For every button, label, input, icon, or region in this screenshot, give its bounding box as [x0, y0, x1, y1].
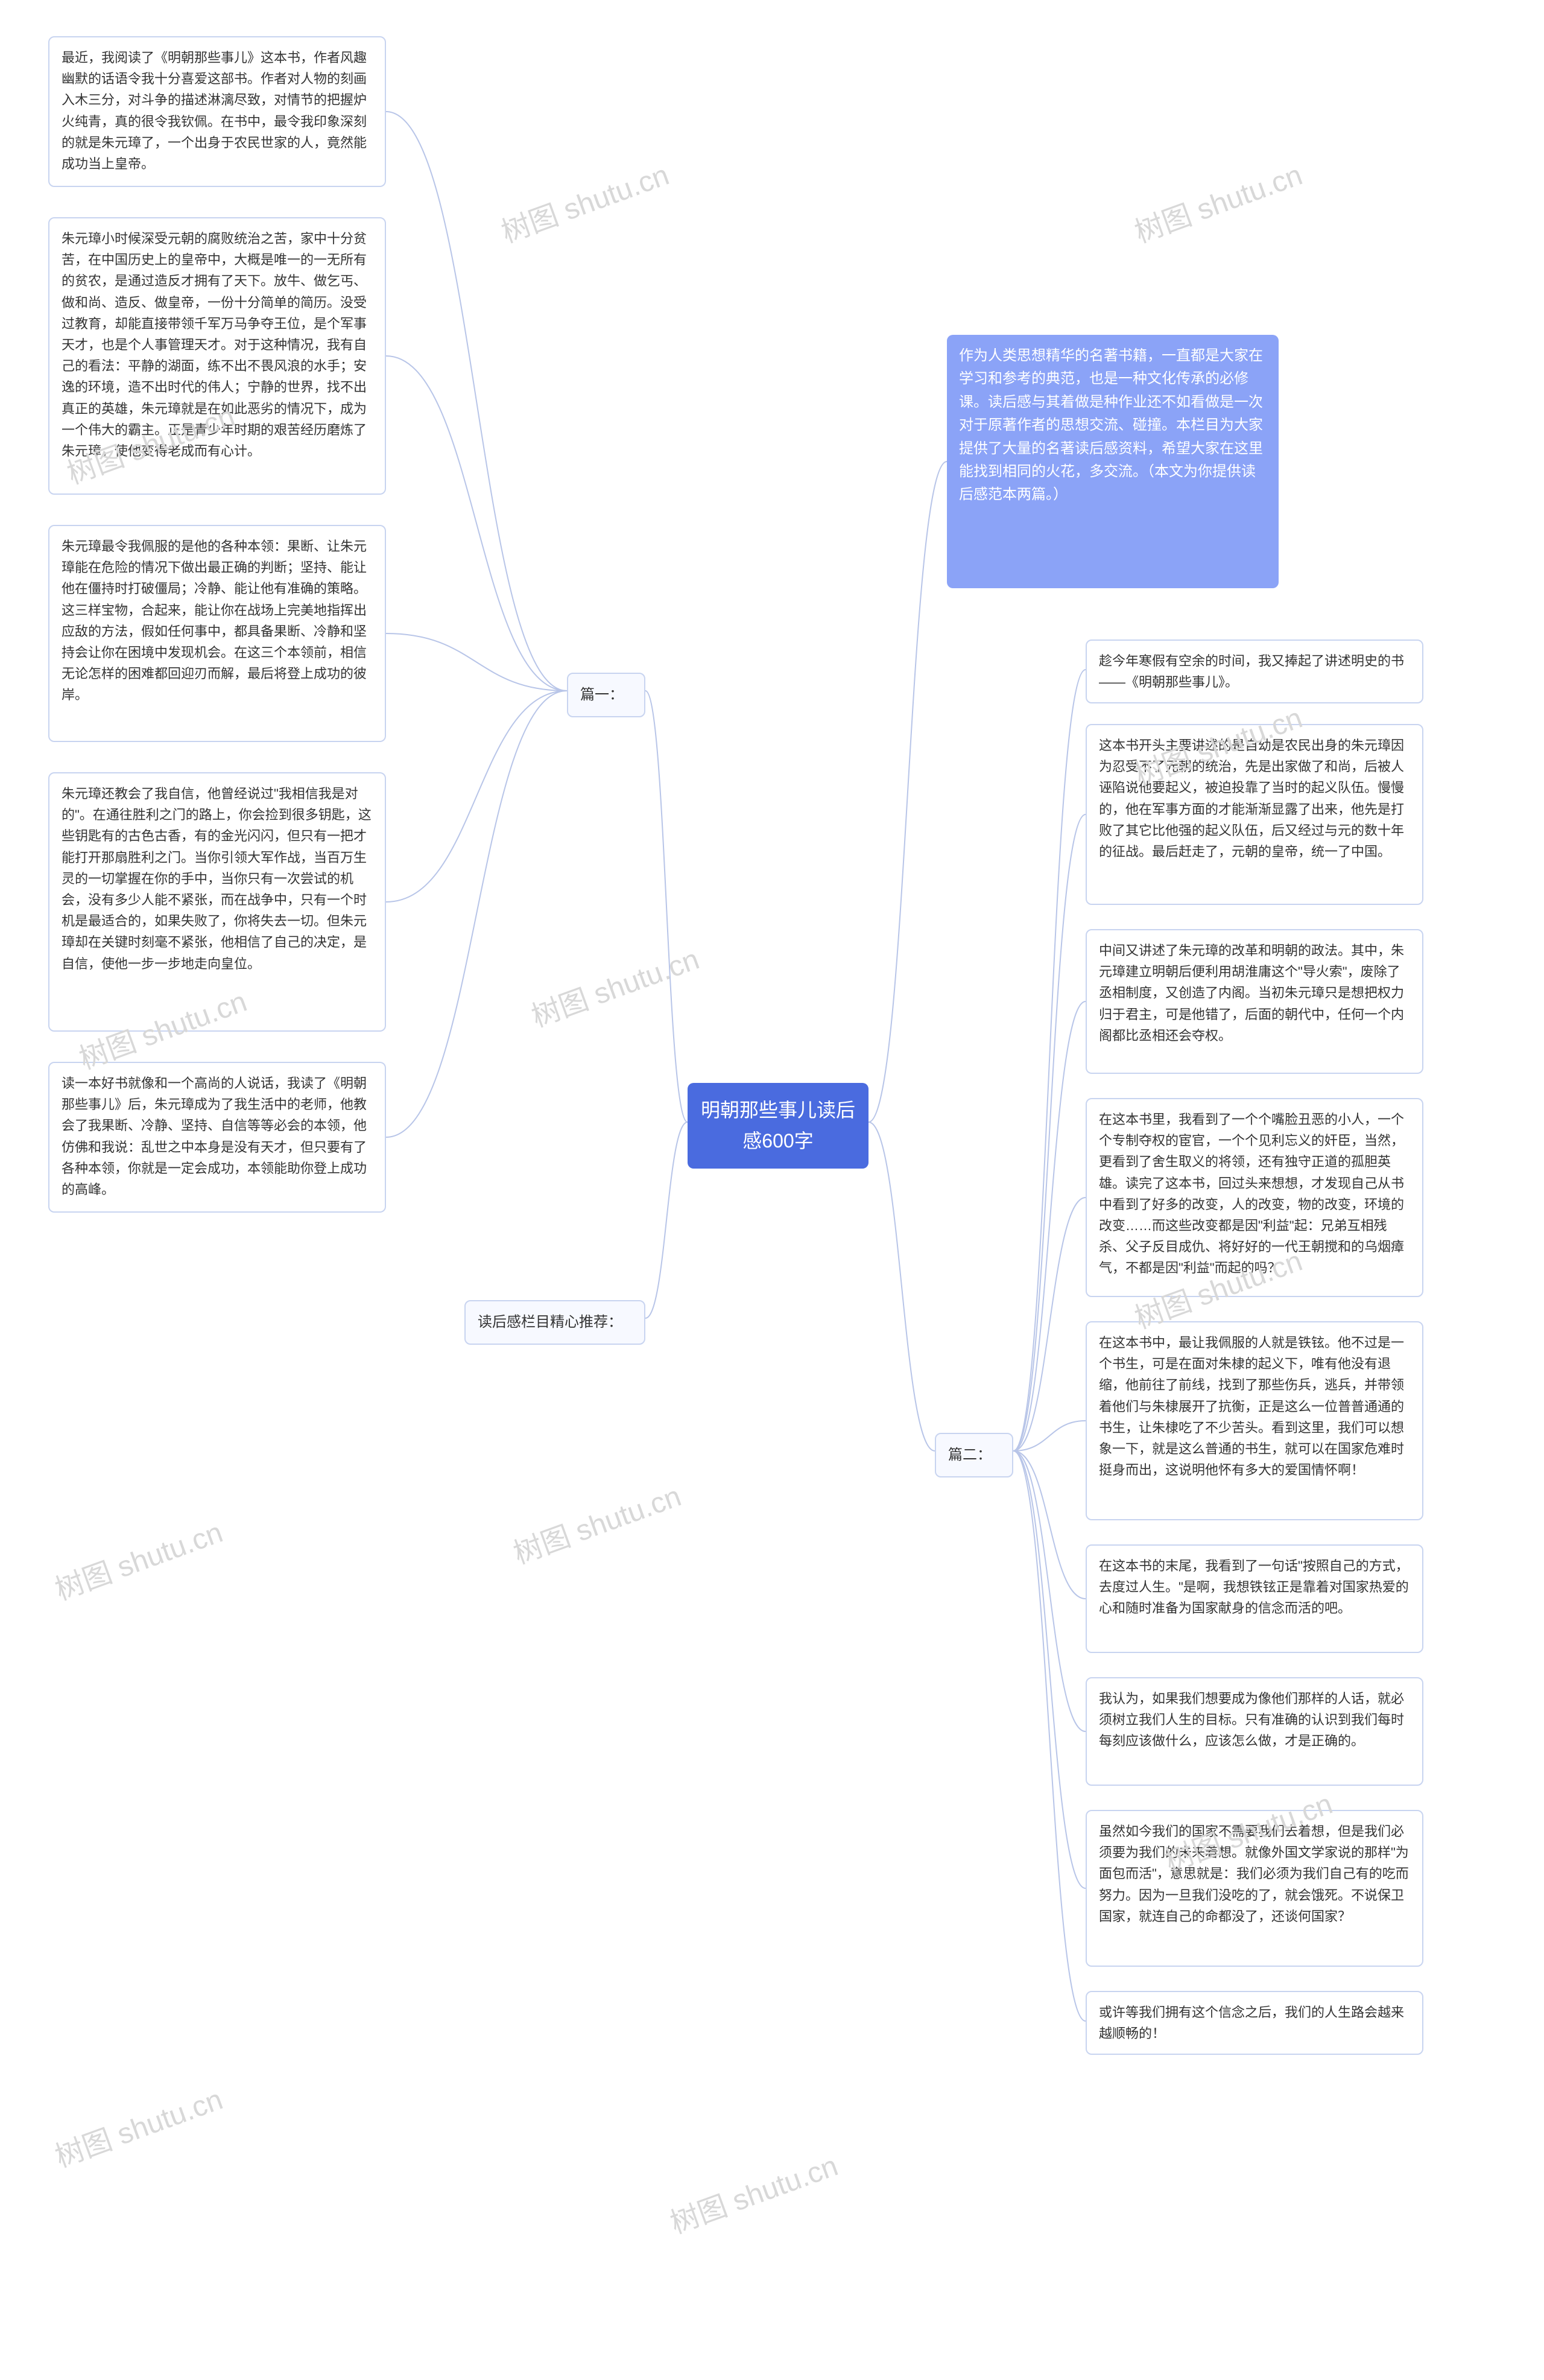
part1-leaf-4: 读一本好书就像和一个高尚的人说话，我读了《明朝那些事儿》后，朱元璋成为了我生活中… — [48, 1062, 386, 1213]
part2-leaf-0: 趁今年寒假有空余的时间，我又捧起了讲述明史的书——《明朝那些事儿》。 — [1086, 639, 1423, 703]
intro-paragraph-node: 作为人类思想精华的名著书籍，一直都是大家在学习和参考的典范，也是一种文化传承的必… — [947, 335, 1279, 588]
watermark: 树图 shutu.cn — [507, 1473, 686, 1572]
watermark: 树图 shutu.cn — [525, 936, 704, 1035]
part1-leaf-0: 最近，我阅读了《明朝那些事儿》这本书，作者风趣幽默的话语令我十分喜爱这部书。作者… — [48, 36, 386, 187]
watermark: 树图 shutu.cn — [48, 1509, 227, 1608]
watermark: 树图 shutu.cn — [48, 2076, 227, 2175]
part2-leaf-1: 这本书开头主要讲述的是自幼是农民出身的朱元璋因为忍受不了元朝的统治，先是出家做了… — [1086, 724, 1423, 905]
watermark: 树图 shutu.cn — [495, 151, 674, 251]
part1-leaf-1: 朱元璋小时候深受元朝的腐败统治之苦，家中十分贫苦，在中国历史上的皇帝中，大概是唯… — [48, 217, 386, 495]
part2-leaf-5: 在这本书的末尾，我看到了一句话"按照自己的方式，去度过人生。"是啊，我想铁铉正是… — [1086, 1544, 1423, 1653]
branch-node-recommend: 读后感栏目精心推荐： — [464, 1300, 645, 1345]
part2-leaf-8: 或许等我们拥有这个信念之后，我们的人生路会越来越顺畅的！ — [1086, 1991, 1423, 2055]
part1-leaf-3: 朱元璋还教会了我自信，他曾经说过"我相信我是对的"。在通往胜利之门的路上，你会捡… — [48, 772, 386, 1032]
watermark: 树图 shutu.cn — [663, 2142, 843, 2242]
part2-leaf-4: 在这本书中，最让我佩服的人就是铁铉。他不过是一个书生，可是在面对朱棣的起义下，唯… — [1086, 1321, 1423, 1520]
watermark: 树图 shutu.cn — [1128, 151, 1307, 251]
part1-leaf-2: 朱元璋最令我佩服的是他的各种本领：果断、让朱元璋能在危险的情况下做出最正确的判断… — [48, 525, 386, 742]
part2-leaf-7: 虽然如今我们的国家不需要我们去着想，但是我们必须要为我们的未来着想。就像外国文学… — [1086, 1810, 1423, 1967]
mindmap-center-node: 明朝那些事儿读后感600字 — [688, 1083, 868, 1169]
part2-leaf-3: 在这本书里，我看到了一个个嘴脸丑恶的小人，一个个专制夺权的宦官，一个个见利忘义的… — [1086, 1098, 1423, 1297]
branch-node-part1: 篇一： — [567, 673, 645, 717]
branch-node-part2: 篇二： — [935, 1433, 1013, 1477]
part2-leaf-6: 我认为，如果我们想要成为像他们那样的人话，就必须树立我们人生的目标。只有准确的认… — [1086, 1677, 1423, 1786]
part2-leaf-2: 中间又讲述了朱元璋的改革和明朝的政法。其中，朱元璋建立明朝后便利用胡淮庸这个"导… — [1086, 929, 1423, 1074]
